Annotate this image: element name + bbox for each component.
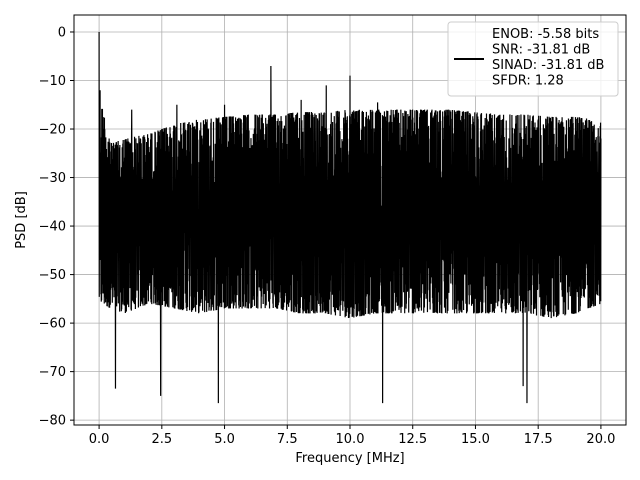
x-tick-label: 5.0 (214, 432, 235, 447)
y-axis-ticks: 0 −10 −20 −30 −40 −50 −60 −70 −80 (39, 25, 74, 429)
legend-line: ENOB: -5.58 bits (492, 27, 599, 42)
y-tick-label: −70 (39, 365, 66, 380)
y-tick-label: −40 (39, 220, 66, 235)
y-tick-label: 0 (58, 25, 66, 40)
x-tick-label: 10.0 (336, 432, 365, 447)
x-tick-label: 20.0 (586, 432, 615, 447)
y-tick-label: −10 (39, 74, 66, 89)
legend-label: ENOB: -5.58 bits SNR: -31.81 dB SINAD: -31… (492, 27, 604, 89)
y-tick-label: −20 (39, 123, 66, 138)
legend-line: SINAD: -31.81 dB (492, 58, 604, 73)
y-tick-label: −50 (39, 268, 66, 283)
legend: ENOB: -5.58 bits SNR: -31.81 dB SINAD: -31… (447, 21, 619, 97)
x-tick-label: 2.5 (151, 432, 172, 447)
legend-line: SFDR: 1.28 (492, 74, 564, 89)
psd-series-line (98, 31, 602, 404)
y-axis-label: PSD [dB] (14, 191, 29, 249)
x-tick-label: 0.0 (89, 432, 110, 447)
x-axis-label: Frequency [MHz] (295, 451, 404, 466)
legend-line: SNR: -31.81 dB (492, 43, 590, 58)
x-axis-ticks: 0.0 2.5 5.0 7.5 10.0 12.5 15.0 17.5 20.0 (89, 425, 615, 447)
y-tick-label: −80 (39, 414, 66, 429)
x-tick-label: 15.0 (461, 432, 490, 447)
x-tick-label: 12.5 (398, 432, 427, 447)
legend-box (447, 21, 619, 97)
x-tick-label: 7.5 (277, 432, 298, 447)
y-tick-label: −60 (39, 317, 66, 332)
x-tick-label: 17.5 (524, 432, 553, 447)
y-tick-label: −30 (39, 171, 66, 186)
